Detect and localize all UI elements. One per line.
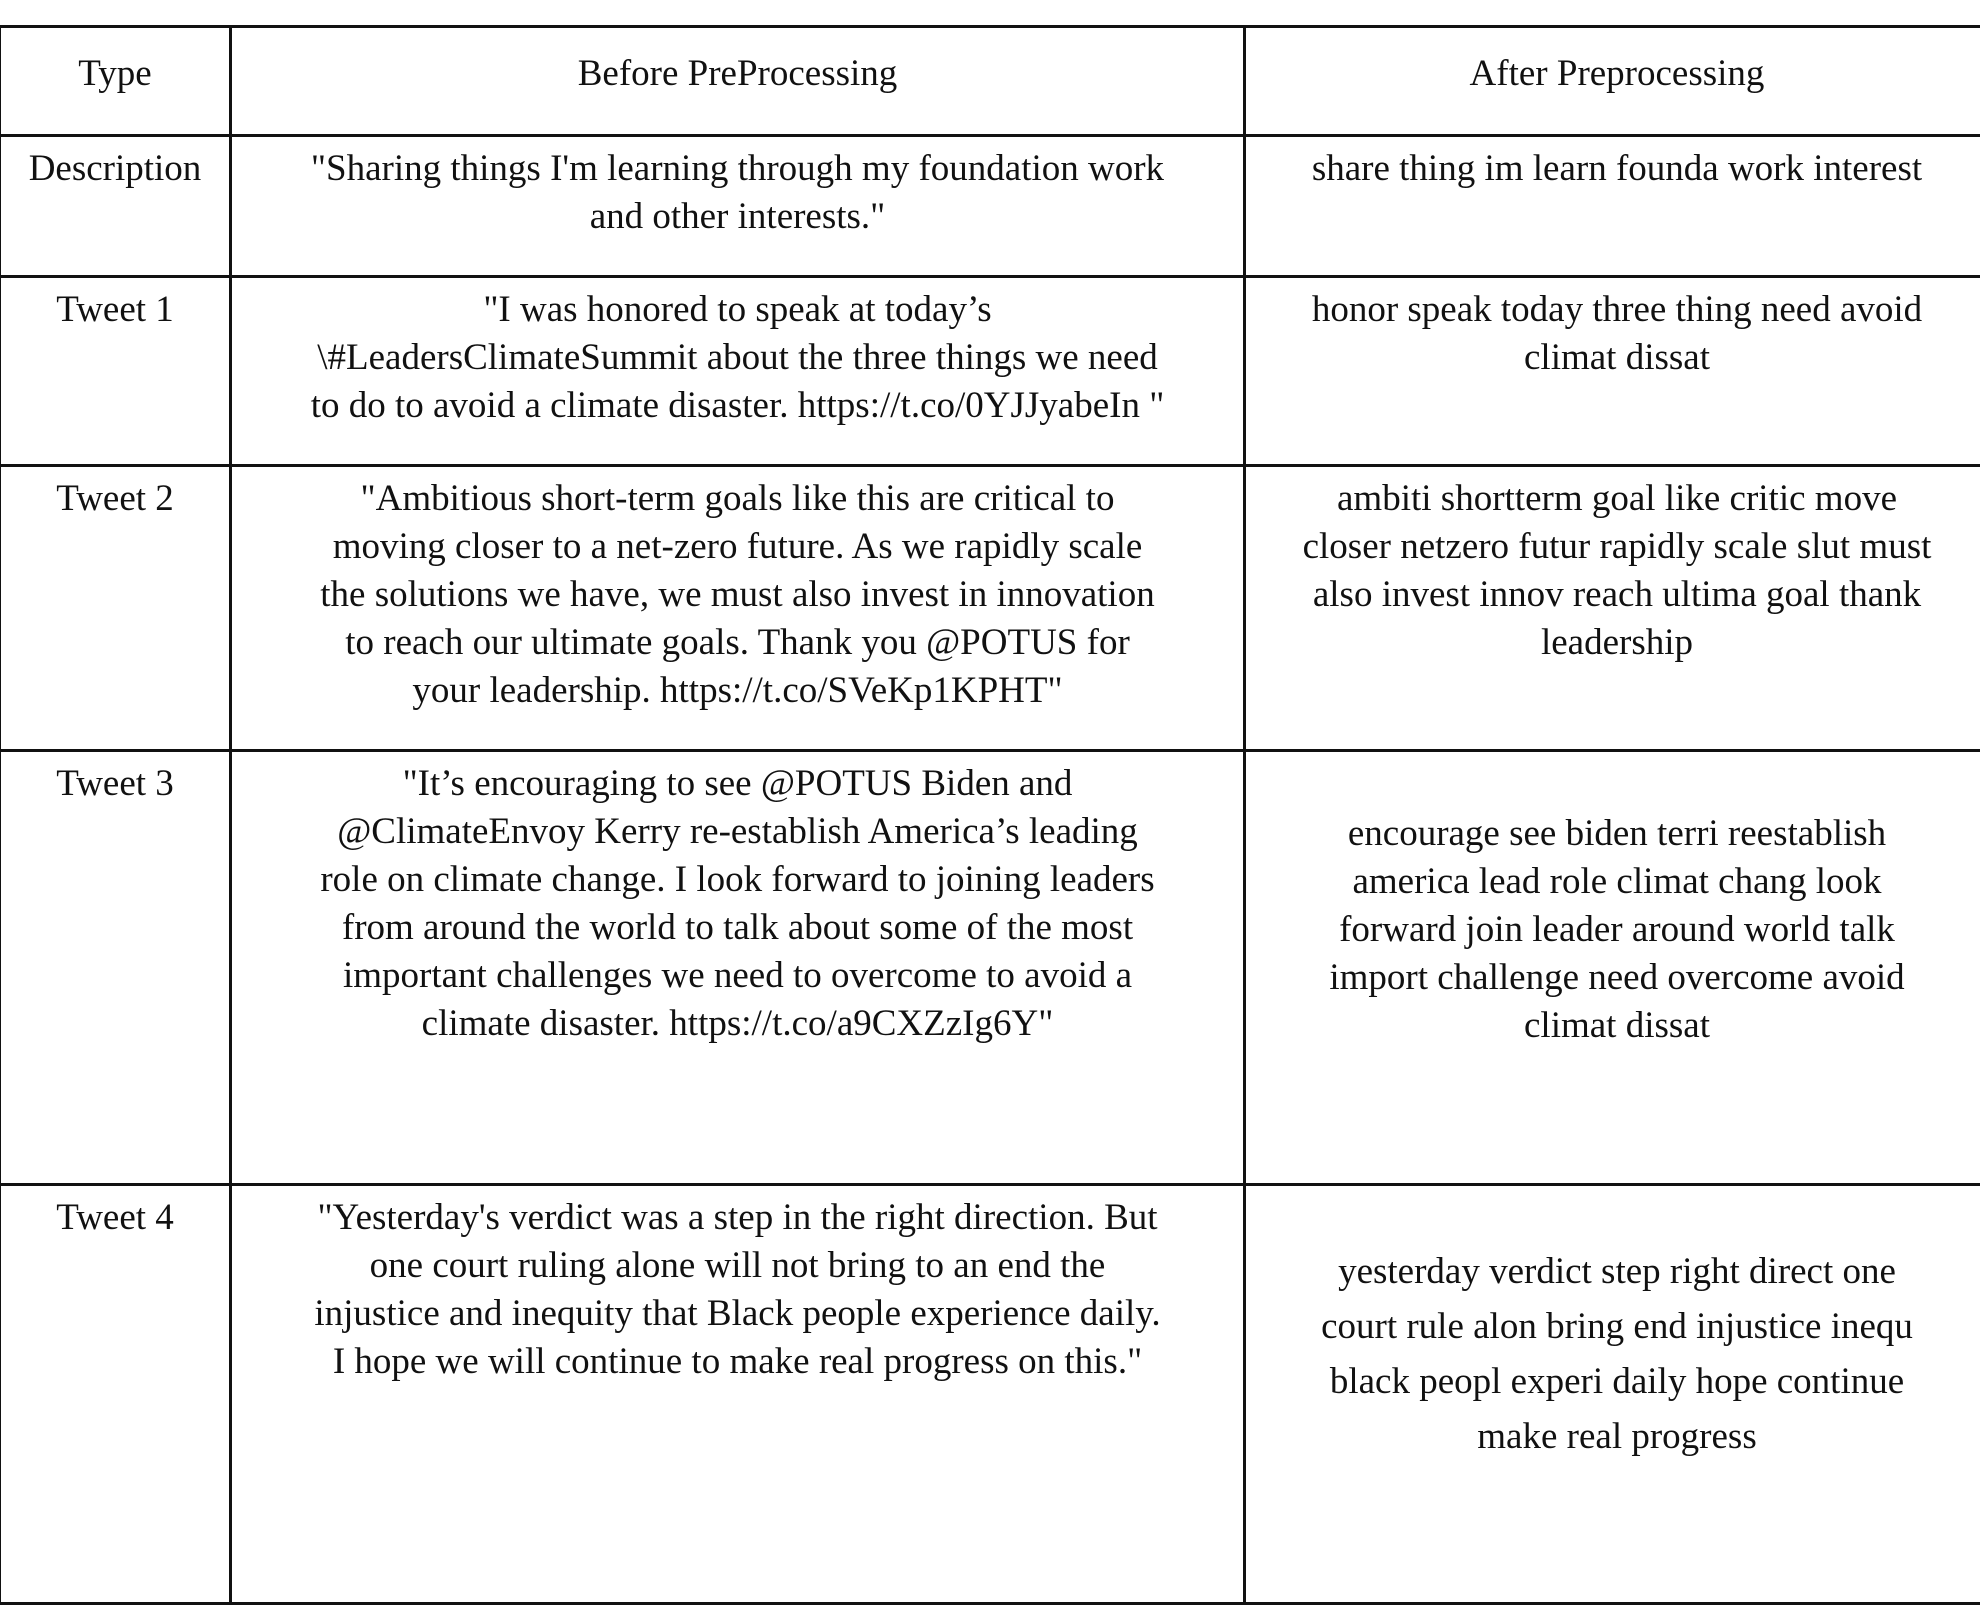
cell-text-line: role on climate change. I look forward t… — [236, 856, 1239, 904]
cell-text-line: \#LeadersClimateSummit about the three t… — [236, 334, 1239, 382]
cell-text-line: one court ruling alone will not bring to… — [236, 1242, 1239, 1290]
cell-text-line: "It’s encouraging to see @POTUS Biden an… — [236, 760, 1239, 808]
table-row: Description"Sharing things I'm learning … — [0, 136, 1980, 277]
cell-type: Tweet 2 — [0, 466, 231, 751]
cell-text-line: ambiti shortterm goal like critic move — [1250, 475, 1980, 523]
cell-text-line: closer netzero futur rapidly scale slut … — [1250, 523, 1980, 571]
cell-text-line: climat dissat — [1250, 1002, 1980, 1050]
preprocessing-table: Type Before PreProcessing After Preproce… — [0, 25, 1980, 1605]
cell-text-line: share thing im learn founda work interes… — [1250, 145, 1980, 193]
table-body: Type Before PreProcessing After Preproce… — [0, 27, 1980, 1604]
cell-text-line: injustice and inequity that Black people… — [236, 1290, 1239, 1338]
cell-before: "I was honored to speak at today’s\#Lead… — [231, 277, 1245, 466]
cell-text-line: black peopl experi daily hope continue — [1250, 1354, 1980, 1409]
header-before: Before PreProcessing — [231, 27, 1245, 136]
cell-text-line: @ClimateEnvoy Kerry re-establish America… — [236, 808, 1239, 856]
cell-text-line: I hope we will continue to make real pro… — [236, 1338, 1239, 1386]
header-row: Type Before PreProcessing After Preproce… — [0, 27, 1980, 136]
cell-text-line: "Sharing things I'm learning through my … — [236, 145, 1239, 193]
table-row: Tweet 2"Ambitious short-term goals like … — [0, 466, 1980, 751]
cell-text-line: encourage see biden terri reestablish — [1250, 810, 1980, 858]
cell-before: "Yesterday's verdict was a step in the r… — [231, 1185, 1245, 1604]
cell-text-line: court rule alon bring end injustice ineq… — [1250, 1299, 1980, 1354]
cell-text-line: honor speak today three thing need avoid — [1250, 286, 1980, 334]
cell-text-line: leadership — [1250, 619, 1980, 667]
cell-before: "It’s encouraging to see @POTUS Biden an… — [231, 751, 1245, 1185]
cell-after: honor speak today three thing need avoid… — [1245, 277, 1980, 466]
cell-text-line: your leadership. https://t.co/SVeKp1KPHT… — [236, 667, 1239, 715]
header-after: After Preprocessing — [1245, 27, 1980, 136]
cell-text-line: america lead role climat chang look — [1250, 858, 1980, 906]
table-row: Tweet 3"It’s encouraging to see @POTUS B… — [0, 751, 1980, 1185]
cell-text-line: "Yesterday's verdict was a step in the r… — [236, 1194, 1239, 1242]
cell-text-line: climat dissat — [1250, 334, 1980, 382]
cell-text-line: to do to avoid a climate disaster. https… — [236, 382, 1239, 430]
cell-text-line: also invest innov reach ultima goal than… — [1250, 571, 1980, 619]
cell-text-line: moving closer to a net-zero future. As w… — [236, 523, 1239, 571]
cell-text-line: from around the world to talk about some… — [236, 904, 1239, 952]
cell-before: "Ambitious short-term goals like this ar… — [231, 466, 1245, 751]
table-row: Tweet 1"I was honored to speak at today’… — [0, 277, 1980, 466]
cell-text-line: the solutions we have, we must also inve… — [236, 571, 1239, 619]
cell-type: Description — [0, 136, 231, 277]
cell-text-line: import challenge need overcome avoid — [1250, 954, 1980, 1002]
table-row: Tweet 4"Yesterday's verdict was a step i… — [0, 1185, 1980, 1604]
cell-text-line: to reach our ultimate goals. Thank you @… — [236, 619, 1239, 667]
cell-text-line: climate disaster. https://t.co/a9CXZzIg6… — [236, 1000, 1239, 1048]
cell-text-line: forward join leader around world talk — [1250, 906, 1980, 954]
cell-type: Tweet 3 — [0, 751, 231, 1185]
cell-type: Tweet 1 — [0, 277, 231, 466]
cell-before: "Sharing things I'm learning through my … — [231, 136, 1245, 277]
cell-type: Tweet 4 — [0, 1185, 231, 1604]
cell-text-line: "Ambitious short-term goals like this ar… — [236, 475, 1239, 523]
header-type: Type — [0, 27, 231, 136]
cell-text-line: important challenges we need to overcome… — [236, 952, 1239, 1000]
cell-text-line: make real progress — [1250, 1409, 1980, 1464]
cell-after: share thing im learn founda work interes… — [1245, 136, 1980, 277]
cell-text-line: "I was honored to speak at today’s — [236, 286, 1239, 334]
cell-text-line: yesterday verdict step right direct one — [1250, 1244, 1980, 1299]
cell-text-line: and other interests." — [236, 193, 1239, 241]
